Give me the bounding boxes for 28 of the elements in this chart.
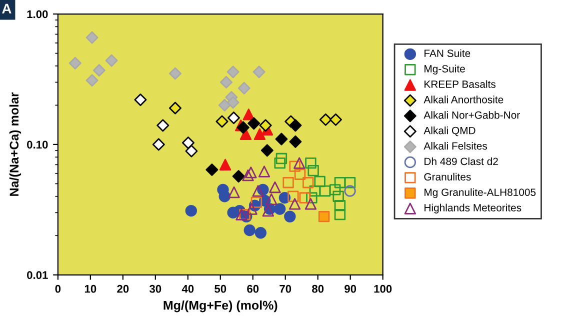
y-axis-title: Na/(Na+Ca) molar bbox=[9, 92, 22, 196]
legend-label: KREEP Basalts bbox=[424, 80, 496, 88]
legend-label: Alkali Felsites bbox=[424, 142, 488, 150]
legend-label: Alkali Nor+Gabb-Nor bbox=[424, 111, 520, 119]
legend-label: Highlands Meteorites bbox=[424, 204, 522, 214]
legend-label: Alkali QMD bbox=[424, 126, 476, 136]
x-tick-label: 30 bbox=[149, 284, 162, 293]
legend-label: Mg-Suite bbox=[424, 64, 465, 75]
x-tick-label: 90 bbox=[344, 284, 356, 293]
x-tick-label: 50 bbox=[214, 284, 226, 293]
legend-label: Mg Granulite-ALH81005 bbox=[424, 188, 536, 198]
legend-label: Granulites bbox=[424, 172, 471, 181]
x-axis-title: Mg/(Mg+Fe) (mol%) bbox=[164, 300, 278, 312]
y-tick-label: 0.01 bbox=[27, 271, 48, 280]
x-tick-label: 10 bbox=[84, 284, 96, 293]
x-tick-label: 80 bbox=[312, 284, 324, 293]
x-tick-label: 0 bbox=[55, 284, 61, 293]
x-tick-label: 100 bbox=[374, 284, 392, 293]
y-tick-label: 1.00 bbox=[27, 10, 48, 18]
x-tick-label: 20 bbox=[117, 284, 129, 293]
x-tick-label: 40 bbox=[182, 284, 194, 293]
legend-label: FAN Suite bbox=[424, 49, 470, 58]
legend-label: Dh 489 Clast d2 bbox=[424, 157, 498, 166]
y-tick-label: 0.10 bbox=[27, 140, 48, 149]
x-tick-label: 70 bbox=[280, 284, 292, 293]
text: A bbox=[2, 4, 12, 14]
legend-label: Alkali Anorthosite bbox=[424, 96, 504, 104]
x-tick-label: 60 bbox=[247, 284, 259, 293]
